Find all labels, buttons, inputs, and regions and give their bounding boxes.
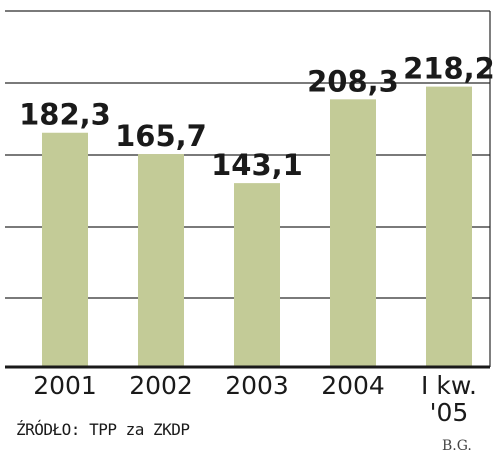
author-credit: B.G. <box>442 438 472 454</box>
x-tick-label-4: 2004 <box>321 371 385 400</box>
x-tick-label-5: I kw. '05 <box>421 371 477 427</box>
x-tick-label-line: 2001 <box>33 371 97 400</box>
x-tick-label-line: I kw. <box>421 371 477 400</box>
data-label-2: 165,7 <box>115 119 207 153</box>
bar-2 <box>138 154 184 367</box>
bar-4 <box>330 99 376 367</box>
x-tick-label-line: '05 <box>430 398 469 427</box>
x-tick-label-line: 2003 <box>225 371 289 400</box>
data-label-5: 218,2 <box>403 52 495 86</box>
x-tick-label-2: 2002 <box>129 371 193 400</box>
bar-3 <box>234 183 280 367</box>
x-tick-label-1: 2001 <box>33 371 97 400</box>
data-label-3: 143,1 <box>211 148 303 182</box>
source-label: ŹRÓDŁO: TPP za ZKDP <box>16 420 190 439</box>
x-tick-label-3: 2003 <box>225 371 289 400</box>
x-tick-label-line: 2002 <box>129 371 193 400</box>
x-tick-label-line: 2004 <box>321 371 385 400</box>
data-label-4: 208,3 <box>307 64 399 98</box>
bar-5 <box>426 86 472 367</box>
data-label-1: 182,3 <box>19 98 111 132</box>
bar-1 <box>42 132 88 367</box>
